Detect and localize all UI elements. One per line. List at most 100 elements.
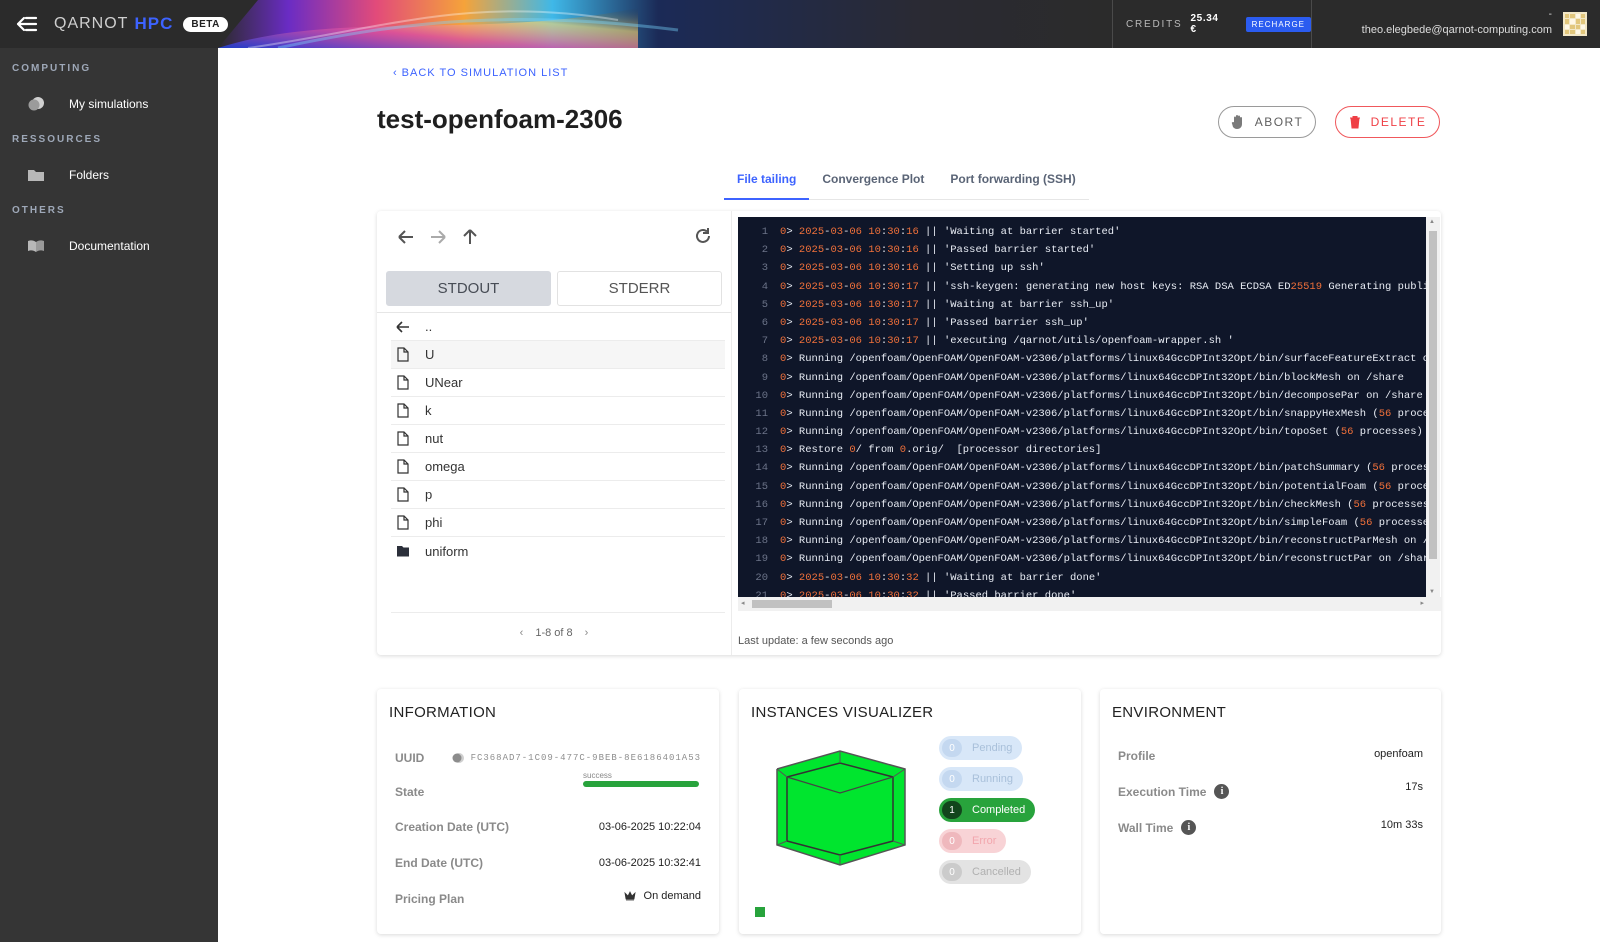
file-list: .. U UNear k nut omega p phi	[391, 313, 725, 565]
log-terminal[interactable]: 1 0> 2025-03-06 10:30:16 || 'Waiting at b…	[738, 217, 1427, 597]
user-info[interactable]: - theo.elegbede@qarnot-computing.com	[1362, 8, 1552, 38]
sidebar-section-others: OTHERS	[12, 205, 66, 216]
log-line: 18 0> Running /openfoam/OpenFOAM/OpenFOAM…	[738, 532, 1427, 550]
avatar[interactable]	[1563, 12, 1587, 36]
line-number: 13	[755, 444, 768, 457]
file-name: uniform	[425, 543, 469, 559]
file-icon	[395, 487, 411, 503]
file-name: p	[425, 487, 433, 502]
status-pill-pending[interactable]: 0 Pending	[939, 736, 1023, 760]
cancelled-count: 0	[942, 863, 962, 881]
info-icon[interactable]: i	[1214, 784, 1230, 799]
delete-button[interactable]: DELETE	[1335, 106, 1440, 138]
execution-time-text: Execution Time	[1118, 784, 1207, 799]
creation-date-label: Creation Date (UTC)	[395, 820, 510, 834]
nav-back-button[interactable]	[395, 226, 417, 248]
arrow-up-icon	[463, 229, 477, 244]
pricing-plan-label: Pricing Plan	[395, 892, 465, 906]
file-row[interactable]: p	[391, 481, 725, 509]
environment-card: ENVIRONMENT Profile openfoam Execution T…	[1100, 689, 1441, 934]
scroll-right-icon[interactable]: ▸	[1420, 600, 1424, 607]
scroll-up-icon[interactable]: ▲	[1429, 219, 1435, 225]
log-line: 7 0> 2025-03-06 10:30:17 || 'executing /q…	[738, 332, 1427, 350]
file-row[interactable]: nut	[391, 425, 725, 453]
nav-up-button[interactable]	[459, 226, 481, 248]
pending-label: Pending	[972, 742, 1013, 754]
book-icon	[27, 238, 45, 254]
legend-square	[755, 907, 765, 917]
uuid-value-wrap[interactable]: FC368AD7-1C09-477C-9BEB-8E6186401A53	[451, 752, 701, 764]
tab-port-forwarding[interactable]: Port forwarding (SSH)	[950, 172, 1076, 186]
brand-logo[interactable]: QARNOT HPC BETA	[54, 14, 228, 34]
stdout-button[interactable]: STDOUT	[386, 271, 551, 306]
log-text: 0> Running /openfoam/OpenFOAM/OpenFOAM-v…	[780, 517, 1427, 529]
line-number: 7	[761, 335, 768, 348]
file-row[interactable]: phi	[391, 509, 725, 537]
horizontal-scrollbar[interactable]: ◂ ▸	[738, 597, 1441, 611]
status-pill-error[interactable]: 0 Error	[939, 829, 1007, 853]
uuid-label: UUID	[395, 751, 425, 765]
nav-forward-button[interactable]	[427, 226, 449, 248]
instance-cube[interactable]	[771, 741, 909, 869]
collapse-menu-button[interactable]	[14, 12, 40, 36]
refresh-button[interactable]	[693, 226, 715, 248]
scrollbar-thumb[interactable]	[752, 600, 832, 608]
vertical-scrollbar[interactable]: ▲ ▼	[1426, 217, 1440, 597]
log-text: 0> 2025-03-06 10:30:32 || 'Passed barrie…	[780, 589, 1077, 597]
sidebar-section-ressources: RESSOURCES	[12, 134, 103, 145]
copy-icon	[452, 753, 464, 763]
status-pill-running[interactable]: 0 Running	[939, 767, 1023, 791]
tab-file-tailing[interactable]: File tailing	[724, 166, 810, 200]
cancelled-label: Cancelled	[972, 866, 1021, 878]
error-label: Error	[972, 835, 997, 847]
scrollbar-thumb[interactable]	[1429, 231, 1437, 559]
state-progress: success	[583, 771, 701, 787]
status-pill-completed[interactable]: 1 Completed	[939, 798, 1036, 822]
sidebar-item-folders[interactable]: Folders	[0, 157, 218, 193]
sidebar-item-my-simulations[interactable]: My simulations	[0, 86, 218, 122]
log-text: 0> Running /openfoam/OpenFOAM/OpenFOAM-v…	[780, 389, 1423, 402]
arrow-left-icon	[398, 230, 413, 244]
file-row[interactable]: omega	[391, 453, 725, 481]
line-number: 8	[761, 353, 768, 366]
line-number: 15	[755, 480, 768, 493]
log-text: 0> Running /openfoam/OpenFOAM/OpenFOAM-v…	[780, 535, 1427, 548]
log-line: 9 0> Running /openfoam/OpenFOAM/OpenFOAM-…	[738, 369, 1427, 387]
chevron-left-icon[interactable]: ‹	[519, 627, 524, 639]
simulations-icon	[27, 96, 45, 112]
log-text: 0> 2025-03-06 10:30:17 || 'ssh-keygen: g…	[780, 280, 1427, 293]
sidebar-item-label: Documentation	[69, 239, 150, 253]
line-number: 14	[755, 462, 768, 475]
log-line: 2 0> 2025-03-06 10:30:16 || 'Passed barri…	[738, 241, 1427, 259]
log-text: 0> Running /openfoam/OpenFOAM/OpenFOAM-v…	[780, 426, 1423, 439]
recharge-button[interactable]: RECHARGE	[1245, 16, 1311, 32]
state-label: State	[395, 785, 425, 799]
info-icon[interactable]: i	[1181, 820, 1197, 835]
file-icon	[395, 375, 411, 391]
sidebar: COMPUTING My simulations RESSOURCES Fold…	[0, 48, 218, 942]
parent-dir-row[interactable]: ..	[391, 313, 725, 341]
line-number: 5	[761, 298, 768, 311]
back-to-list-link[interactable]: ‹ BACK TO SIMULATION LIST	[393, 67, 568, 79]
log-line: 15 0> Running /openfoam/OpenFOAM/OpenFOAM…	[738, 478, 1427, 496]
status-pill-cancelled[interactable]: 0 Cancelled	[939, 860, 1031, 884]
abort-button[interactable]: ABORT	[1218, 106, 1316, 138]
sidebar-item-label: My simulations	[69, 97, 149, 111]
state-progress-bar	[583, 781, 699, 787]
log-line: 19 0> Running /openfoam/OpenFOAM/OpenFOAM…	[738, 550, 1427, 568]
folder-row[interactable]: uniform	[391, 537, 725, 565]
brand-product: HPC	[134, 14, 174, 33]
stderr-button[interactable]: STDERR	[557, 271, 722, 306]
scroll-down-icon[interactable]: ▼	[1429, 589, 1435, 595]
log-line: 12 0> Running /openfoam/OpenFOAM/OpenFOAM…	[738, 423, 1427, 441]
scroll-left-icon[interactable]: ◂	[741, 600, 745, 607]
log-line: 17 0> Running /openfoam/OpenFOAM/OpenFOAM…	[738, 514, 1427, 532]
tab-convergence-plot[interactable]: Convergence Plot	[822, 172, 925, 186]
sidebar-item-documentation[interactable]: Documentation	[0, 228, 218, 264]
file-row[interactable]: U	[391, 341, 725, 369]
log-line: 1 0> 2025-03-06 10:30:16 || 'Waiting at b…	[738, 223, 1427, 241]
credits-label: CREDITS	[1126, 18, 1183, 30]
file-row[interactable]: UNear	[391, 369, 725, 397]
file-row[interactable]: k	[391, 397, 725, 425]
chevron-right-icon[interactable]: ›	[584, 627, 589, 639]
